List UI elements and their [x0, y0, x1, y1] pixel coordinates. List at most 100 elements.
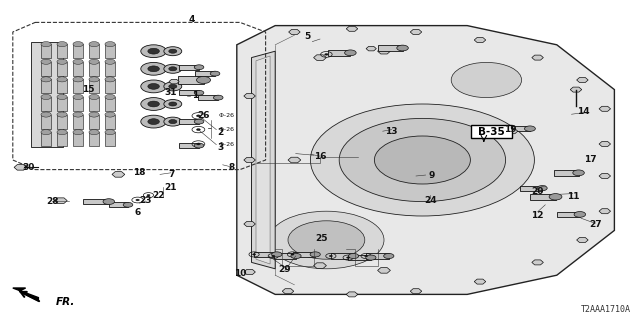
Circle shape	[141, 115, 166, 128]
Circle shape	[291, 254, 294, 255]
Polygon shape	[244, 93, 255, 99]
Circle shape	[89, 112, 99, 117]
Polygon shape	[532, 55, 543, 60]
Bar	[89, 62, 99, 76]
Bar	[179, 65, 199, 69]
Bar	[57, 115, 67, 129]
Circle shape	[57, 112, 67, 117]
Circle shape	[73, 59, 83, 64]
Circle shape	[169, 84, 177, 88]
Circle shape	[164, 117, 182, 126]
Text: 7: 7	[168, 170, 175, 179]
Circle shape	[57, 130, 67, 135]
Circle shape	[169, 120, 177, 124]
Circle shape	[549, 194, 562, 200]
Circle shape	[310, 252, 321, 257]
Circle shape	[141, 62, 166, 75]
Bar	[89, 44, 99, 58]
Circle shape	[148, 84, 159, 89]
Bar	[83, 199, 109, 204]
Polygon shape	[366, 46, 376, 51]
Text: 8: 8	[228, 164, 235, 172]
Polygon shape	[54, 198, 67, 204]
Bar	[73, 97, 83, 111]
Text: 25: 25	[316, 234, 328, 243]
Bar	[73, 62, 83, 76]
Bar	[57, 79, 67, 93]
Polygon shape	[599, 106, 611, 111]
Text: 14: 14	[577, 108, 590, 116]
Text: 15: 15	[82, 85, 95, 94]
Text: 19: 19	[504, 125, 517, 134]
Bar	[105, 132, 115, 146]
Polygon shape	[112, 172, 125, 177]
Text: 27: 27	[589, 220, 602, 229]
Bar	[57, 132, 67, 146]
Text: 20: 20	[531, 188, 544, 196]
Polygon shape	[599, 141, 611, 147]
Circle shape	[349, 253, 359, 259]
Polygon shape	[577, 237, 588, 243]
Bar	[530, 194, 556, 200]
Polygon shape	[577, 77, 588, 83]
Polygon shape	[506, 129, 518, 134]
Circle shape	[344, 50, 356, 56]
Circle shape	[73, 77, 83, 82]
Circle shape	[148, 101, 159, 107]
Bar	[41, 62, 51, 76]
Polygon shape	[346, 26, 358, 31]
Polygon shape	[13, 288, 38, 301]
Bar	[73, 79, 83, 93]
Polygon shape	[244, 157, 255, 163]
Polygon shape	[570, 87, 582, 92]
Bar	[328, 50, 351, 56]
Polygon shape	[410, 289, 422, 294]
Circle shape	[73, 130, 83, 135]
Circle shape	[537, 186, 547, 191]
Text: 16: 16	[314, 152, 326, 161]
Bar	[109, 203, 128, 207]
Circle shape	[210, 71, 220, 76]
Circle shape	[330, 255, 332, 257]
Bar	[31, 42, 63, 147]
Circle shape	[147, 195, 150, 196]
Circle shape	[195, 90, 204, 95]
Polygon shape	[244, 221, 255, 227]
Polygon shape	[14, 164, 27, 170]
Circle shape	[89, 130, 99, 135]
Bar	[105, 97, 115, 111]
Bar	[89, 132, 99, 146]
Bar	[73, 115, 83, 129]
Text: 9: 9	[429, 172, 435, 180]
Polygon shape	[282, 289, 294, 294]
Bar	[41, 79, 51, 93]
Bar	[105, 115, 115, 129]
Circle shape	[73, 42, 83, 47]
Circle shape	[573, 170, 584, 176]
Text: 12: 12	[531, 212, 544, 220]
Circle shape	[105, 77, 115, 82]
Bar	[292, 252, 315, 257]
Circle shape	[148, 48, 159, 54]
Text: 3: 3	[218, 143, 224, 152]
Polygon shape	[378, 48, 390, 54]
Circle shape	[73, 94, 83, 100]
Text: 5: 5	[304, 32, 310, 41]
Circle shape	[105, 42, 115, 47]
Circle shape	[89, 77, 99, 82]
Text: 31: 31	[164, 88, 177, 97]
Circle shape	[525, 126, 536, 131]
Circle shape	[105, 130, 115, 135]
Text: 26: 26	[197, 111, 210, 120]
Bar	[507, 126, 530, 131]
Circle shape	[41, 130, 51, 135]
Circle shape	[366, 255, 376, 260]
Text: 23: 23	[140, 196, 152, 205]
Bar	[198, 95, 218, 100]
Circle shape	[195, 119, 204, 124]
Polygon shape	[252, 51, 275, 269]
Circle shape	[123, 203, 133, 207]
Circle shape	[288, 221, 365, 259]
Text: 28: 28	[46, 197, 59, 206]
Text: 2: 2	[218, 128, 224, 137]
